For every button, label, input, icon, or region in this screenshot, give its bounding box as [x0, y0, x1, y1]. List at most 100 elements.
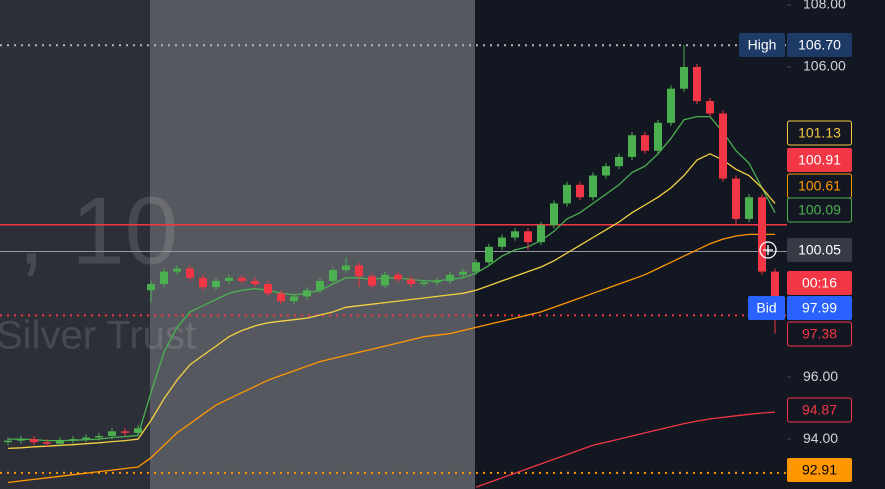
price-lines — [0, 44, 787, 474]
candle-body — [498, 237, 506, 247]
price-label: 100.61 — [798, 178, 841, 194]
session-band — [150, 0, 475, 489]
candle-body — [524, 231, 532, 243]
candle-body — [407, 279, 415, 285]
candle-body — [17, 439, 25, 441]
price-tag: High — [748, 37, 777, 53]
price-label-box — [787, 33, 852, 57]
y-tick-label: 108.00 — [803, 0, 846, 12]
price-label: 97.99 — [802, 300, 837, 316]
candle-body — [212, 280, 220, 288]
moving-average — [7, 153, 776, 450]
candle-body — [771, 271, 779, 309]
candle-body — [459, 271, 467, 275]
candle-body — [537, 225, 545, 243]
price-label-box — [787, 120, 852, 146]
candle-body — [355, 265, 363, 277]
candle-body — [420, 282, 428, 285]
candle-body — [4, 440, 12, 443]
candle-body — [95, 435, 103, 438]
candle-body — [238, 277, 246, 281]
candle-body — [134, 428, 142, 433]
moving-averages — [7, 115, 776, 488]
candle-body — [446, 274, 454, 281]
candle-body — [511, 231, 519, 238]
candle-body — [199, 277, 207, 288]
candle-body — [69, 439, 77, 441]
candle-body — [329, 270, 337, 281]
y-tick-label: 106.00 — [803, 58, 846, 74]
candle-body — [667, 88, 675, 123]
candle-body — [56, 440, 64, 444]
y-tick-label: 96.00 — [803, 368, 838, 384]
candle-body — [563, 184, 571, 204]
y-tick-label: 94.00 — [803, 430, 838, 446]
candle-body — [602, 166, 610, 176]
candle-body — [732, 178, 740, 219]
candle-body — [550, 203, 558, 226]
candle-body — [186, 268, 194, 278]
candle-body — [381, 274, 389, 286]
watermark: , 10 — [18, 177, 178, 284]
candle-body — [160, 271, 168, 285]
candle-body — [342, 265, 350, 271]
candle-body — [394, 274, 402, 280]
candle-body — [303, 290, 311, 297]
candle-body — [433, 280, 441, 283]
candle-body — [745, 197, 753, 219]
candle-body — [472, 262, 480, 272]
candle-body — [654, 122, 662, 151]
price-label: 97.38 — [802, 326, 837, 342]
price-label-box — [787, 321, 852, 347]
candle-body — [628, 135, 636, 157]
price-tag: Bid — [756, 300, 776, 316]
session-band — [0, 0, 150, 489]
moving-average — [8, 115, 776, 442]
price-label-box — [787, 458, 852, 482]
candle-body — [641, 135, 649, 151]
price-label-box — [787, 397, 852, 423]
price-label: 101.13 — [798, 125, 841, 141]
candle-body — [290, 296, 298, 302]
candles — [4, 45, 779, 447]
candle-body — [43, 442, 51, 444]
candle-body — [693, 66, 701, 102]
moving-average — [475, 411, 776, 488]
candle-body — [173, 268, 181, 272]
price-label: 100.05 — [798, 242, 841, 258]
watermark: Silver Trust — [0, 314, 196, 358]
candle-body — [225, 277, 233, 281]
candle-body — [719, 113, 727, 179]
price-tag-box — [739, 33, 785, 57]
candle-body — [758, 197, 766, 272]
candle-body — [706, 101, 714, 114]
price-label: 92.91 — [802, 462, 837, 478]
price-axis: 108.00 106.00 96.00 94.00 — [787, 0, 846, 446]
price-label: 106.70 — [798, 37, 841, 53]
price-label: 100.91 — [798, 152, 841, 168]
candle-body — [30, 439, 38, 443]
candle-body — [277, 293, 285, 302]
price-markers: 106.70 High 101.13 100.91 100.61 100.09 100.05… — [739, 33, 852, 482]
candle-body — [680, 66, 688, 89]
candle-body — [316, 280, 324, 291]
candle-body — [121, 431, 129, 433]
candle-body — [108, 431, 116, 436]
candle-body — [251, 280, 259, 285]
price-label-box — [787, 271, 852, 295]
candle-body — [82, 437, 90, 440]
price-label-box — [787, 296, 852, 320]
price-label-box — [787, 238, 852, 262]
price-label: 94.87 — [802, 402, 837, 418]
candle-body — [576, 184, 584, 198]
candle-body — [264, 284, 272, 294]
candle-body — [368, 276, 376, 286]
price-label-box — [787, 148, 852, 172]
price-tag-box — [748, 296, 785, 320]
candle-body — [589, 175, 597, 198]
price-label: 100.09 — [798, 202, 841, 218]
candle-body — [485, 246, 493, 263]
crosshair-icon[interactable] — [759, 241, 777, 259]
